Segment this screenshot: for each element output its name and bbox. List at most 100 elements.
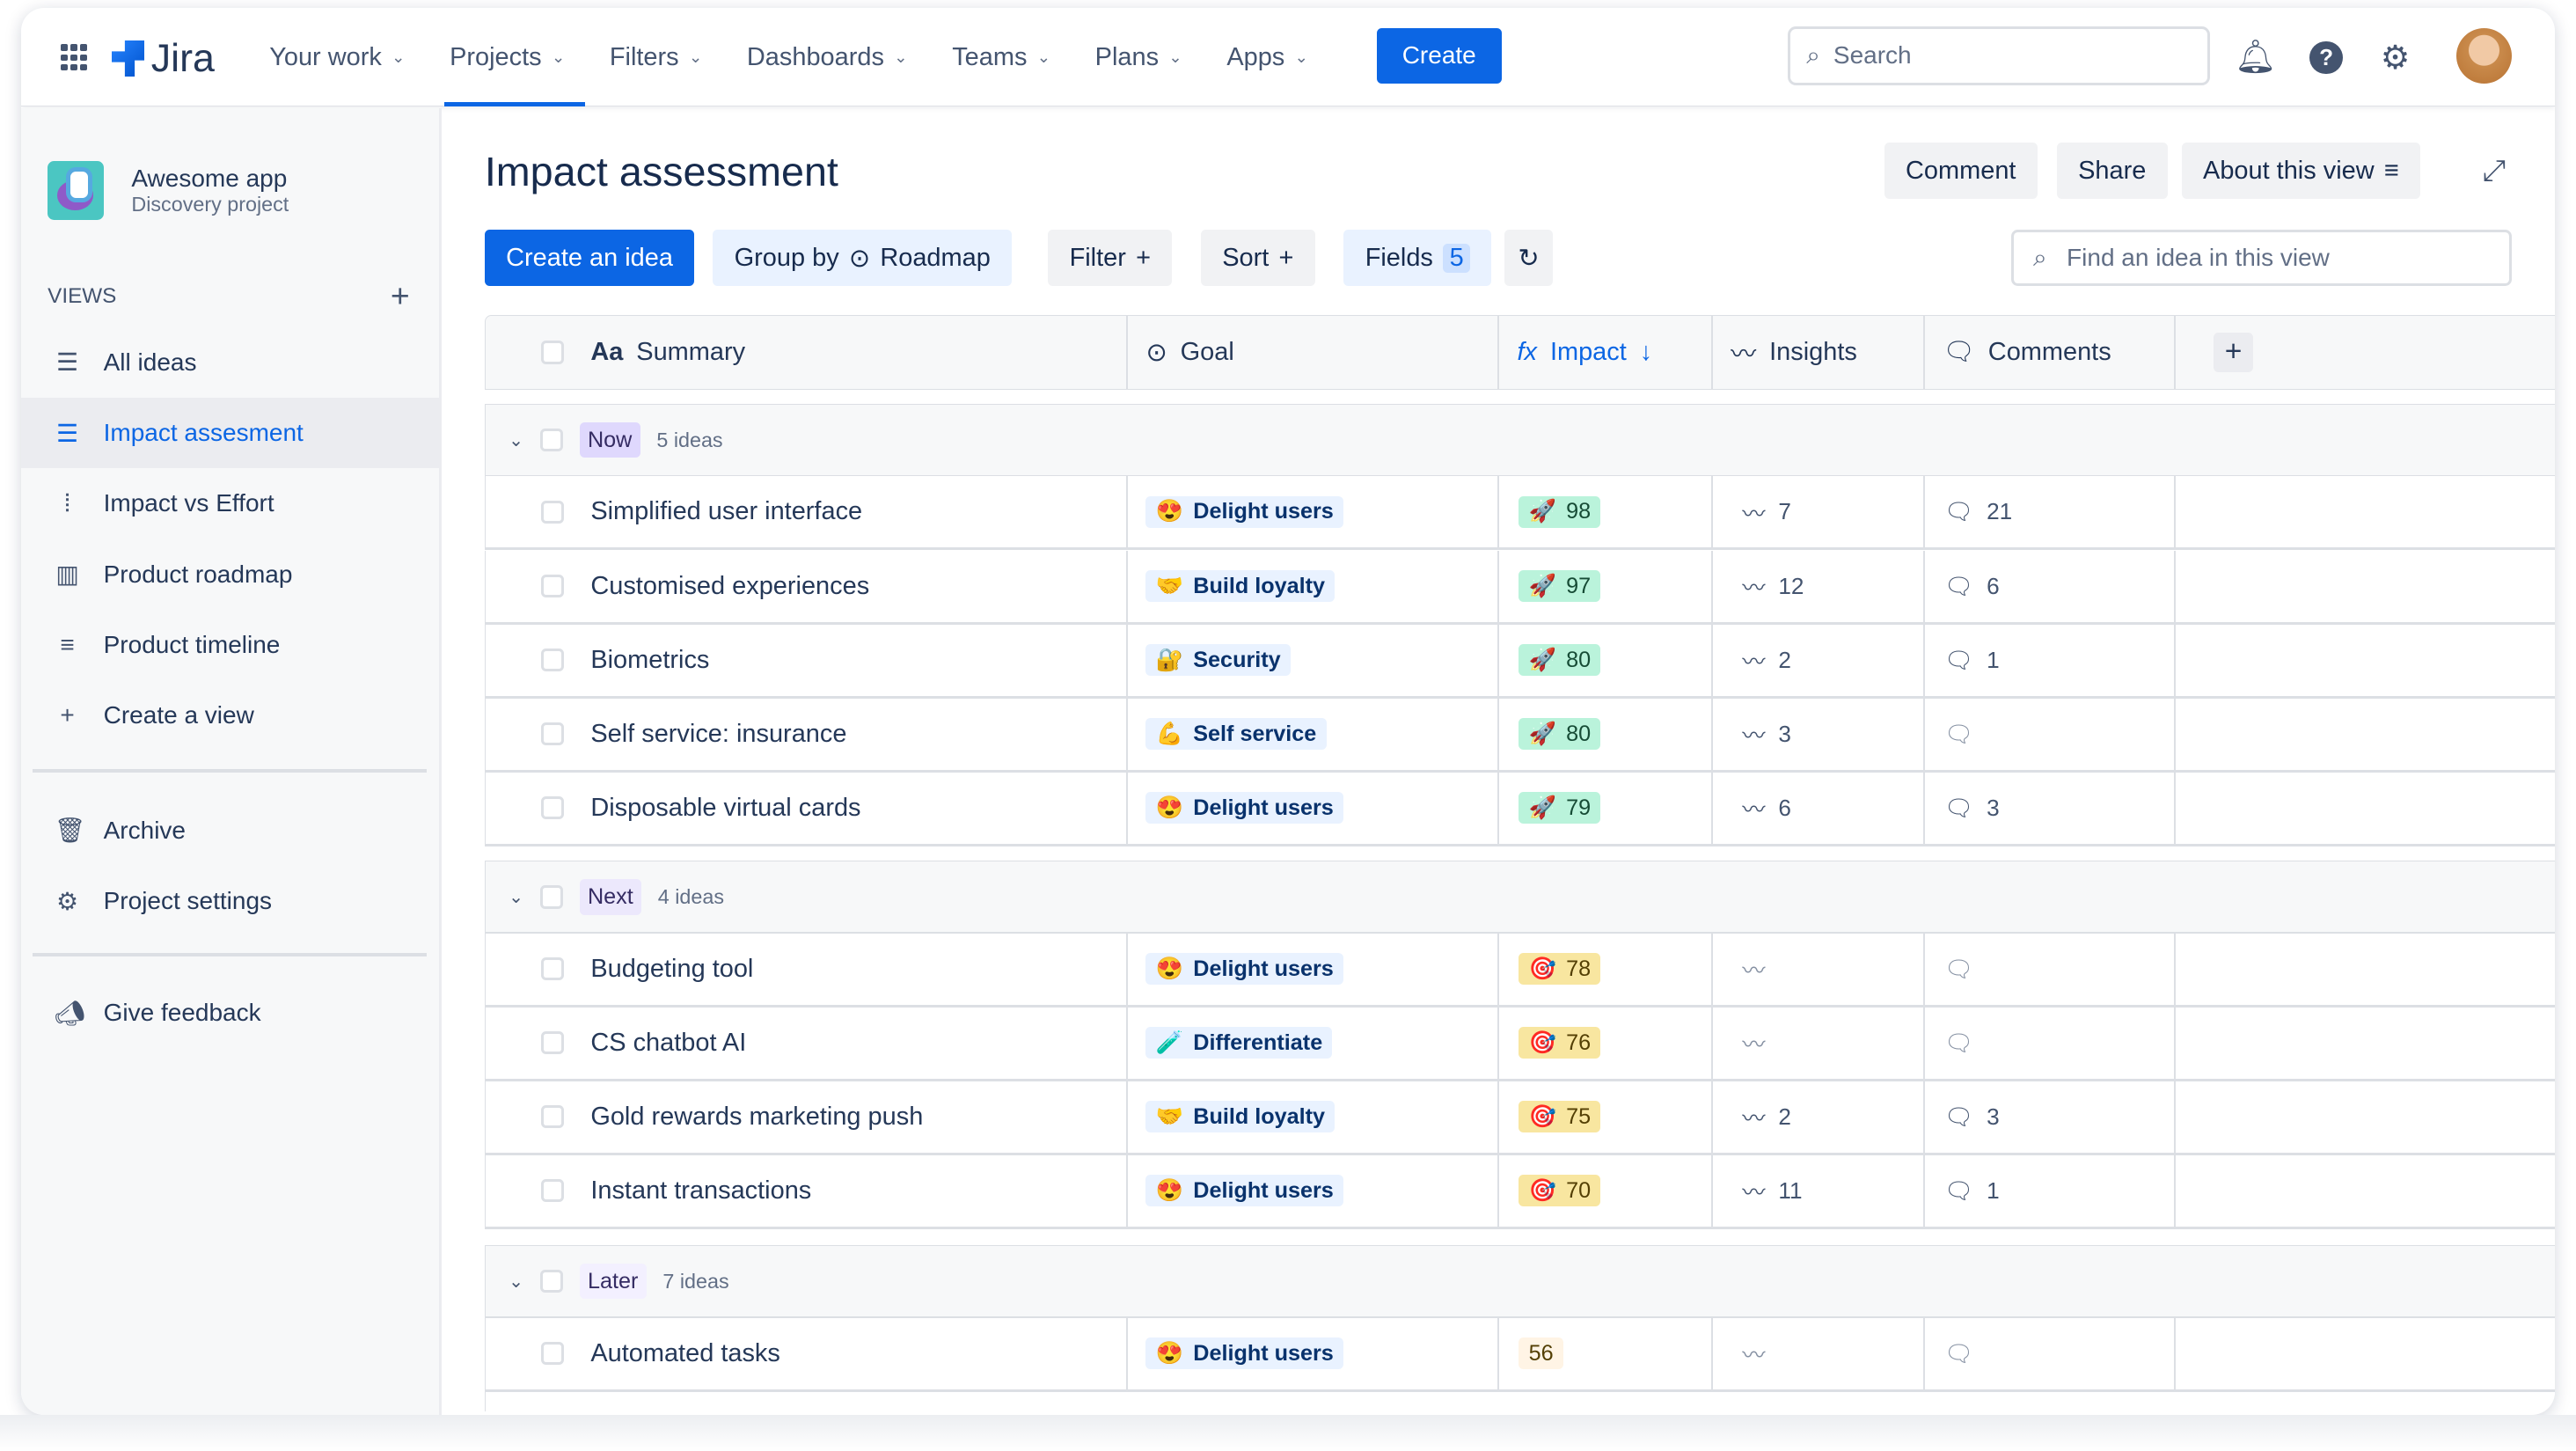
table-row[interactable]: Self service: insurance 💪 Self service 🚀 80 〰… [484, 698, 2555, 773]
goal-cell[interactable]: 😍 Delight users [1145, 1318, 1344, 1389]
comments-cell[interactable]: 🗨︎ 1 [1944, 1155, 2000, 1227]
row-checkbox[interactable] [541, 1179, 565, 1203]
create-button[interactable]: Create [1376, 27, 1502, 84]
idea-summary[interactable]: Budgeting tool [590, 954, 754, 983]
group-checkbox[interactable] [539, 1270, 563, 1293]
row-checkbox[interactable] [541, 1031, 565, 1055]
nav-your-work[interactable]: Your work ⌄ [269, 8, 427, 106]
idea-summary[interactable]: Gold rewards marketing push [590, 1102, 924, 1131]
idea-summary[interactable]: Automated tasks [590, 1338, 780, 1367]
filter-button[interactable]: Filter + [1048, 230, 1173, 286]
fields-button[interactable]: Fields 5 [1343, 230, 1492, 286]
project-header[interactable]: Awesome app Discovery project [48, 160, 289, 221]
summary-cell[interactable]: Automated tasks [541, 1318, 780, 1389]
idea-summary[interactable]: Simplified user interface [590, 497, 863, 526]
table-row[interactable]: Disposable virtual cards 😍 Delight users 🚀 7… [484, 772, 2555, 846]
nav-teams[interactable]: Teams ⌄ [952, 8, 1072, 106]
chevron-down-icon[interactable]: ⌄ [508, 886, 524, 907]
summary-cell[interactable]: Budgeting tool [541, 934, 753, 1005]
sidebar-item-give-feedback[interactable]: 📣︎ Give feedback [21, 978, 440, 1048]
idea-summary[interactable]: Self service: insurance [590, 719, 847, 748]
sidebar-item-product-timeline[interactable]: ≡ Product timeline [21, 610, 440, 680]
header-summary[interactable]: Aa Summary [522, 316, 745, 388]
table-row[interactable]: Customised experiences 🤝 Build loyalty 🚀 97 〰… [484, 550, 2555, 625]
notifications-icon[interactable]: 🔔︎ [2235, 38, 2277, 76]
jira-logo[interactable]: Jira [111, 36, 215, 81]
insights-cell[interactable]: 〰 11 [1742, 1155, 1802, 1227]
header-goal[interactable]: ⊙ Goal [1126, 316, 1233, 388]
insights-cell[interactable]: 〰 [1742, 1318, 1778, 1389]
goal-cell[interactable]: 😍 Delight users [1145, 476, 1344, 547]
row-checkbox[interactable] [541, 1341, 565, 1366]
sort-button[interactable]: Sort + [1200, 230, 1315, 286]
goal-cell[interactable]: 🔐 Security [1145, 625, 1291, 696]
autosave-icon[interactable]: ↻ [1504, 230, 1553, 286]
nav-projects[interactable]: Projects ⌄ [444, 8, 587, 107]
header-impact[interactable]: fx Impact ↓ [1497, 316, 1652, 388]
sidebar-item-archive[interactable]: 🗑︎ Archive [21, 795, 440, 866]
comments-cell[interactable]: 🗨︎ [1944, 1318, 1987, 1389]
goal-cell[interactable]: 🤝 Build loyalty [1145, 551, 1336, 622]
add-column-button[interactable]: + [2194, 316, 2254, 388]
row-checkbox[interactable] [541, 500, 565, 524]
about-view-button[interactable]: About this view ≡ [2181, 143, 2420, 199]
comments-cell[interactable]: 🗨︎ 21 [1944, 476, 2012, 547]
table-row[interactable]: Automated tasks 😍 Delight users 56 〰 🗨︎ [484, 1317, 2555, 1392]
row-checkbox[interactable] [541, 1105, 565, 1129]
nav-filters[interactable]: Filters ⌄ [610, 8, 724, 106]
settings-icon[interactable]: ⚙ [2380, 39, 2411, 77]
insights-cell[interactable]: 〰 6 [1742, 773, 1791, 844]
nav-plans[interactable]: Plans ⌄ [1095, 8, 1204, 106]
idea-summary[interactable]: Disposable virtual cards [590, 793, 861, 822]
insights-cell[interactable]: 〰 12 [1742, 551, 1804, 622]
table-row[interactable]: Biometrics 🔐 Security 🚀 80 〰 2 🗨︎ 1 [484, 624, 2555, 699]
summary-cell[interactable]: Self service: insurance [541, 699, 846, 770]
row-checkbox[interactable] [541, 648, 565, 672]
table-row[interactable]: Gold rewards marketing push 🤝 Build loyalt… [484, 1081, 2555, 1155]
idea-summary[interactable]: CS chatbot AI [590, 1028, 747, 1057]
nav-apps[interactable]: Apps ⌄ [1226, 8, 1329, 106]
sidebar-item-all-ideas[interactable]: ☰ All ideas [21, 327, 440, 398]
sidebar-item-product-roadmap[interactable]: ▥ Product roadmap [21, 539, 440, 609]
expand-icon[interactable]: ⤢ [2482, 154, 2506, 187]
group-header-later[interactable]: ⌄ Later 7 ideas [484, 1245, 2555, 1320]
avatar[interactable] [2455, 27, 2513, 84]
table-row[interactable]: Simplified user interface 😍 Delight users 🚀… [484, 476, 2555, 551]
sidebar-item-impact-assesment[interactable]: ☰ Impact assesment [21, 397, 441, 469]
group-header-next[interactable]: ⌄ Next 4 ideas [484, 861, 2555, 935]
goal-cell[interactable]: 😍 Delight users [1145, 773, 1344, 844]
chevron-down-icon[interactable]: ⌄ [508, 429, 524, 451]
summary-cell[interactable]: Gold rewards marketing push [541, 1081, 923, 1153]
goal-cell[interactable]: 🧪 Differentiate [1145, 1008, 1333, 1079]
group-header-now[interactable]: ⌄ Now 5 ideas [484, 404, 2555, 479]
goal-cell[interactable]: 🤝 Build loyalty [1145, 1081, 1336, 1153]
insights-cell[interactable]: 〰 3 [1742, 699, 1791, 770]
chevron-down-icon[interactable]: ⌄ [508, 1271, 524, 1292]
share-button[interactable]: Share [2056, 143, 2168, 199]
app-switcher-icon[interactable] [61, 44, 87, 71]
add-view-icon[interactable]: + [390, 277, 410, 315]
comments-cell[interactable]: 🗨︎ 1 [1944, 625, 2000, 696]
help-icon[interactable]: ? [2307, 38, 2346, 77]
row-checkbox[interactable] [541, 722, 565, 746]
group-checkbox[interactable] [539, 429, 563, 452]
goal-cell[interactable]: 😍 Delight users [1145, 1155, 1344, 1227]
goal-cell[interactable]: 😍 Delight users [1145, 934, 1344, 1005]
sidebar-item-project-settings[interactable]: ⚙ Project settings [21, 866, 440, 936]
insights-cell[interactable]: 〰 7 [1742, 476, 1791, 547]
summary-cell[interactable]: CS chatbot AI [541, 1008, 746, 1079]
row-checkbox[interactable] [541, 574, 565, 598]
goal-cell[interactable]: 💪 Self service [1145, 699, 1327, 770]
group-by-button[interactable]: Group by ⊙ Roadmap [713, 230, 1013, 286]
comments-cell[interactable]: 🗨︎ 6 [1944, 551, 2000, 622]
nav-dashboards[interactable]: Dashboards ⌄ [747, 8, 929, 106]
row-checkbox[interactable] [541, 957, 565, 981]
idea-summary[interactable]: Biometrics [590, 645, 710, 674]
header-insights[interactable]: 〰 Insights [1711, 316, 1857, 388]
summary-cell[interactable]: Biometrics [541, 625, 709, 696]
group-checkbox[interactable] [539, 885, 563, 909]
summary-cell[interactable]: Instant transactions [541, 1155, 811, 1227]
idea-summary[interactable]: Customised experiences [590, 571, 870, 600]
comments-cell[interactable]: 🗨︎ 3 [1944, 1081, 2000, 1153]
row-checkbox[interactable] [541, 796, 565, 820]
